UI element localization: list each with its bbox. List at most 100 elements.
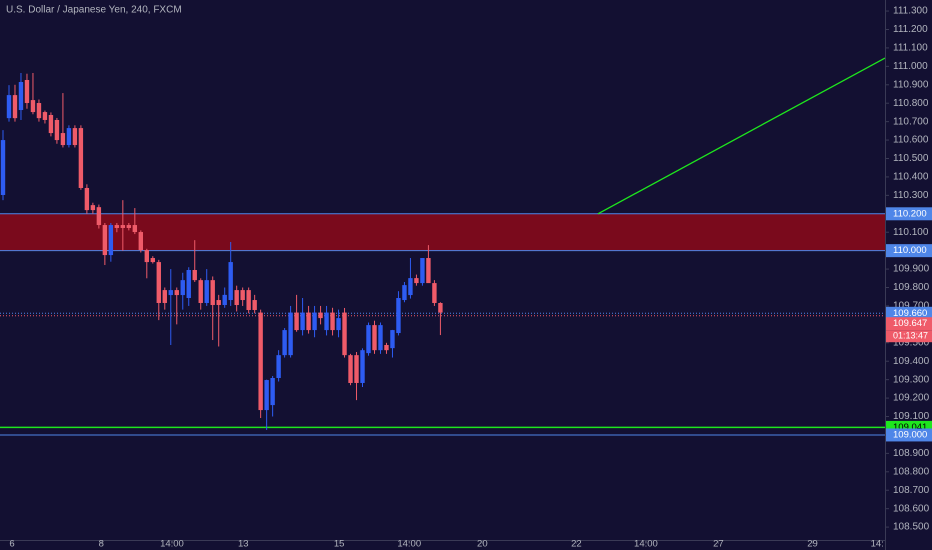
x-tick-label: 8 bbox=[99, 539, 104, 550]
candle-body bbox=[96, 207, 102, 226]
y-tick-label: 109.800 bbox=[893, 282, 930, 293]
x-tick-label: 6 bbox=[9, 539, 14, 550]
candle-body bbox=[126, 225, 132, 228]
candle-body bbox=[324, 312, 329, 331]
candle-body bbox=[54, 119, 60, 141]
candle-body bbox=[402, 285, 407, 301]
y-tick-label: 109.300 bbox=[893, 374, 930, 385]
y-tick-label: 110.800 bbox=[893, 98, 929, 109]
candle-body bbox=[222, 294, 227, 306]
candle-body bbox=[330, 312, 335, 331]
y-tick-label: 110.400 bbox=[893, 172, 929, 183]
price-tag-label: 110.000 bbox=[893, 245, 927, 256]
chart-title: U.S. Dollar / Japanese Yen, 240, FXCM bbox=[6, 5, 182, 16]
x-tick-label: 14:00 bbox=[397, 539, 421, 550]
candle-body bbox=[420, 258, 425, 284]
candle-body bbox=[66, 128, 72, 146]
x-tick-label: 20 bbox=[477, 539, 488, 550]
x-tick-label: 14:00 bbox=[160, 539, 184, 550]
y-tick-label: 108.900 bbox=[893, 448, 930, 459]
candle-body bbox=[408, 278, 413, 296]
candle-body bbox=[378, 325, 383, 351]
candle-body bbox=[144, 250, 150, 263]
candle-body bbox=[84, 187, 90, 211]
candle-body bbox=[180, 280, 185, 296]
y-tick-label: 108.800 bbox=[893, 466, 930, 477]
x-tick-label: 14:00 bbox=[634, 539, 658, 550]
x-tick-label: 14: bbox=[871, 539, 884, 550]
candle-body bbox=[162, 290, 167, 303]
candle-body bbox=[264, 380, 269, 411]
candle-body bbox=[6, 95, 12, 119]
candle-body bbox=[216, 300, 221, 306]
y-tick-label: 111.300 bbox=[893, 6, 928, 17]
candle-body bbox=[210, 280, 215, 306]
candle-body bbox=[78, 128, 84, 188]
x-tick-label: 27 bbox=[713, 539, 724, 550]
candle-body bbox=[312, 312, 317, 331]
candle-body bbox=[108, 225, 114, 256]
x-tick-label: 15 bbox=[334, 539, 345, 550]
y-tick-label: 110.100 bbox=[893, 227, 929, 238]
y-tick-label: 108.700 bbox=[893, 485, 930, 496]
candle-body bbox=[186, 270, 191, 299]
y-tick-label: 109.900 bbox=[893, 264, 930, 275]
candle-body bbox=[354, 355, 359, 383]
y-tick-label: 109.700 bbox=[893, 301, 930, 312]
price-tag-label: 109.660 bbox=[893, 308, 927, 319]
y-tick-label: 108.500 bbox=[893, 522, 930, 533]
countdown-label: 01:13:47 bbox=[893, 331, 928, 341]
candle-body bbox=[426, 258, 431, 284]
candle-body bbox=[60, 133, 66, 146]
candle-body bbox=[72, 128, 78, 146]
price-tag-label: 110.200 bbox=[893, 208, 927, 219]
candle-body bbox=[138, 232, 144, 251]
candle-body bbox=[30, 100, 36, 113]
candle-body bbox=[396, 298, 401, 334]
zone bbox=[0, 213, 885, 251]
candle-body bbox=[246, 290, 251, 310]
candle-body bbox=[120, 225, 126, 228]
candle-body bbox=[18, 82, 24, 111]
x-tick-label: 29 bbox=[807, 539, 818, 550]
candle-body bbox=[240, 290, 245, 301]
candle-body bbox=[390, 330, 395, 349]
y-tick-label: 109.400 bbox=[893, 356, 930, 367]
candle-body bbox=[300, 312, 305, 331]
candle-body bbox=[168, 290, 173, 296]
candle-body bbox=[384, 345, 389, 351]
candle-body bbox=[24, 79, 30, 104]
candle-body bbox=[252, 300, 257, 310]
candle-body bbox=[336, 318, 341, 331]
candle-body bbox=[348, 355, 353, 383]
plot-area bbox=[0, 57, 886, 436]
y-tick-label: 110.700 bbox=[893, 116, 929, 127]
trend-line bbox=[597, 57, 886, 215]
candle-body bbox=[318, 312, 323, 319]
candle-body bbox=[270, 378, 275, 406]
y-tick-label: 110.900 bbox=[893, 79, 929, 90]
candle-body bbox=[228, 262, 233, 301]
price-tag bbox=[886, 244, 932, 258]
y-tick-label: 111.100 bbox=[893, 43, 928, 54]
candle-body bbox=[36, 103, 42, 119]
price-tag bbox=[886, 207, 932, 221]
candle-body bbox=[0, 140, 6, 195]
candle-body bbox=[156, 262, 161, 303]
x-tick-label: 13 bbox=[238, 539, 249, 550]
countdown-tag bbox=[886, 330, 932, 343]
candle-body bbox=[234, 290, 239, 306]
candle-body bbox=[306, 312, 311, 331]
candle-body bbox=[102, 225, 108, 256]
candle-body bbox=[192, 270, 197, 281]
price-tag-label: 109.647 bbox=[893, 318, 927, 329]
candle-body bbox=[276, 355, 281, 378]
candle-body bbox=[360, 350, 365, 383]
y-tick-label: 109.500 bbox=[893, 337, 930, 348]
price-tag bbox=[886, 317, 932, 331]
y-tick-label: 110.300 bbox=[893, 190, 929, 201]
candle-body bbox=[294, 312, 299, 331]
